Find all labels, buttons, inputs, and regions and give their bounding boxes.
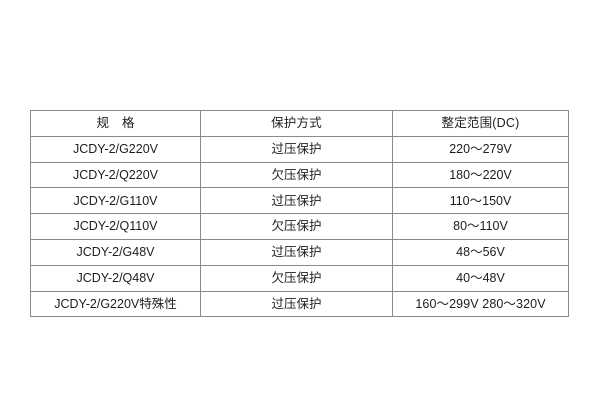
cell-setting-range: 48～56V: [392, 238, 569, 266]
specification-table: 规 格 保护方式 整定范围(DC) JCDY-2/G220V 过压保护 220～…: [30, 110, 569, 318]
cell-model: JCDY-2/G110V: [30, 187, 201, 215]
cell-protection-mode: 过压保护: [200, 187, 393, 215]
cell-protection-mode: 过压保护: [200, 135, 393, 163]
column-header-model: 规 格: [30, 110, 201, 137]
cell-model: JCDY-2/G220V: [30, 135, 201, 163]
cell-model: JCDY-2/G220V特殊性: [30, 290, 201, 318]
cell-protection-mode: 欠压保护: [200, 161, 393, 189]
table-row: JCDY-2/Q220V 欠压保护 180～220V: [30, 161, 569, 189]
cell-protection-mode: 欠压保护: [200, 264, 393, 292]
cell-setting-range: 40～48V: [392, 264, 569, 292]
cell-setting-range: 180～220V: [392, 161, 569, 189]
table-row: JCDY-2/Q48V 欠压保护 40～48V: [30, 264, 569, 292]
table-header-row: 规 格 保护方式 整定范围(DC): [30, 110, 569, 137]
table-body: JCDY-2/G220V 过压保护 220～279V JCDY-2/Q220V …: [30, 135, 569, 318]
cell-setting-range: 220～279V: [392, 135, 569, 163]
table-header: 规 格 保护方式 整定范围(DC): [30, 110, 569, 137]
cell-protection-mode: 过压保护: [200, 290, 393, 318]
cell-setting-range: 110～150V: [392, 187, 569, 215]
cell-protection-mode: 过压保护: [200, 238, 393, 266]
cell-setting-range: 80～110V: [392, 213, 569, 240]
cell-model: JCDY-2/Q220V: [30, 161, 201, 189]
table-row: JCDY-2/G220V特殊性 过压保护 160～299V 280～320V: [30, 290, 569, 318]
cell-model: JCDY-2/G48V: [30, 238, 201, 266]
cell-setting-range: 160～299V 280～320V: [392, 290, 569, 318]
cell-protection-mode: 欠压保护: [200, 213, 393, 240]
column-header-protection-mode: 保护方式: [200, 110, 393, 137]
table-row: JCDY-2/G220V 过压保护 220～279V: [30, 135, 569, 163]
table-row: JCDY-2/G48V 过压保护 48～56V: [30, 238, 569, 266]
cell-model: JCDY-2/Q110V: [30, 213, 201, 240]
cell-model: JCDY-2/Q48V: [30, 264, 201, 292]
table-row: JCDY-2/G110V 过压保护 110～150V: [30, 187, 569, 215]
column-header-setting-range: 整定范围(DC): [392, 110, 569, 137]
spec-table-container: 规 格 保护方式 整定范围(DC) JCDY-2/G220V 过压保护 220～…: [30, 110, 569, 318]
table-row: JCDY-2/Q110V 欠压保护 80～110V: [30, 213, 569, 240]
